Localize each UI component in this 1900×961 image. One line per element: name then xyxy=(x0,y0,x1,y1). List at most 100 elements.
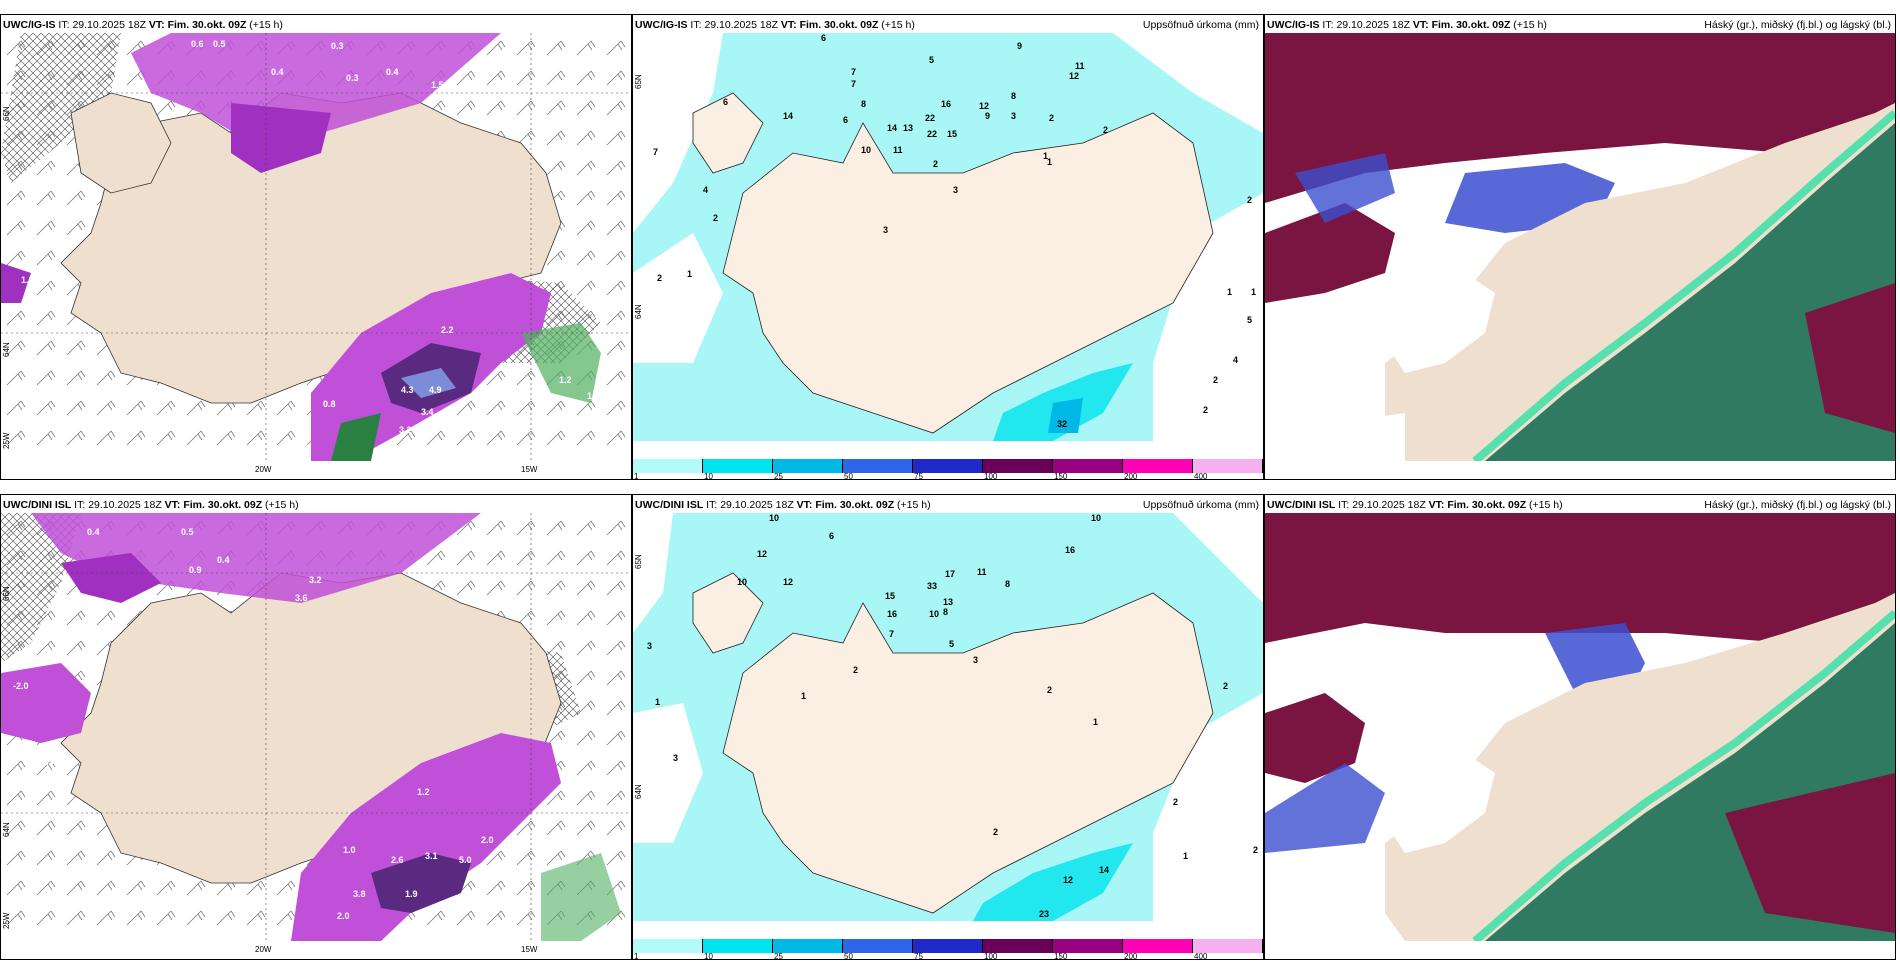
panel-variable-title: Háský (gr.), miðský (fj.bl.) og lágský (… xyxy=(1704,19,1891,31)
svg-text:1: 1 xyxy=(1043,151,1048,161)
svg-text:3.4: 3.4 xyxy=(421,407,434,417)
svg-text:6: 6 xyxy=(843,115,848,125)
svg-text:2.0: 2.0 xyxy=(337,911,350,921)
legend-swatch xyxy=(1193,459,1263,473)
svg-text:7: 7 xyxy=(851,67,856,77)
legend-swatch xyxy=(913,459,983,473)
svg-text:2: 2 xyxy=(1203,405,1208,415)
panel-r1c2: UWC/IG-IS IT: 29.10.2025 18Z VT: Fim. 30… xyxy=(632,14,1264,481)
map-wind-precip[interactable]: 0.4 0.5 0.4 0.9 3.6 3.2 -2.0 2.3 2.6 3.1… xyxy=(1,513,631,941)
svg-text:1: 1 xyxy=(655,697,660,707)
svg-text:2: 2 xyxy=(853,665,858,675)
svg-text:12: 12 xyxy=(783,577,793,587)
svg-text:16: 16 xyxy=(941,99,951,109)
svg-text:3.1: 3.1 xyxy=(425,851,438,861)
svg-text:13: 13 xyxy=(943,597,953,607)
legend-label: 200 xyxy=(1124,952,1138,961)
svg-text:1.0: 1.0 xyxy=(587,391,600,401)
svg-text:12: 12 xyxy=(1063,875,1073,885)
legend-label: 400 xyxy=(1194,952,1208,961)
map-wind-precip[interactable]: 0.6 0.5 0.4 0.3 0.3 0.4 1.5 1.0 4.3 4.9 … xyxy=(1,33,631,461)
legend-label: 1 xyxy=(634,952,639,961)
svg-text:1.5: 1.5 xyxy=(431,80,444,90)
panel-r1c1: UWC/IG-IS IT: 29.10.2025 18Z VT: Fim. 30… xyxy=(0,14,632,480)
map-accumulated-precip[interactable]: 10 6 10 16 12 12 10 33 17 11 15 16 13 10… xyxy=(633,513,1263,921)
svg-text:2.6: 2.6 xyxy=(391,855,404,865)
svg-text:8: 8 xyxy=(1011,91,1016,101)
lat-label: 66N xyxy=(2,106,11,121)
svg-text:2: 2 xyxy=(1213,375,1218,385)
svg-text:1: 1 xyxy=(1183,851,1188,861)
legend-label: 75 xyxy=(914,952,923,961)
lon-label: 20W xyxy=(255,465,272,474)
legend-label: 400 xyxy=(1194,472,1208,481)
svg-text:3.7: 3.7 xyxy=(421,419,434,429)
svg-text:2: 2 xyxy=(713,213,718,223)
svg-text:33: 33 xyxy=(927,581,937,591)
lat-label: 64N xyxy=(634,784,643,799)
svg-text:4: 4 xyxy=(1233,355,1238,365)
svg-text:4: 4 xyxy=(703,185,708,195)
svg-text:5: 5 xyxy=(929,55,934,65)
svg-text:10: 10 xyxy=(769,513,779,523)
svg-text:11: 11 xyxy=(1075,61,1085,71)
map-cloud-cover[interactable] xyxy=(1265,33,1895,461)
svg-text:1: 1 xyxy=(801,691,806,701)
svg-text:16: 16 xyxy=(1065,545,1075,555)
svg-text:2: 2 xyxy=(1049,113,1054,123)
svg-text:6: 6 xyxy=(829,531,834,541)
svg-text:3: 3 xyxy=(883,225,888,235)
svg-text:7: 7 xyxy=(889,629,894,639)
svg-text:1: 1 xyxy=(1047,157,1052,167)
legend-swatch xyxy=(1053,939,1123,953)
svg-text:0.8: 0.8 xyxy=(323,399,336,409)
map-cloud-cover[interactable] xyxy=(1265,513,1895,941)
svg-text:15: 15 xyxy=(885,591,895,601)
lat-label: 65N xyxy=(634,554,643,569)
legend-label: 50 xyxy=(844,472,853,481)
legend-label: 25 xyxy=(774,472,783,481)
svg-text:2: 2 xyxy=(1247,195,1252,205)
legend-label: 200 xyxy=(1124,472,1138,481)
svg-text:1.0: 1.0 xyxy=(21,275,34,285)
svg-text:1: 1 xyxy=(1227,287,1232,297)
svg-text:2: 2 xyxy=(1253,845,1258,855)
svg-text:1: 1 xyxy=(1093,717,1098,727)
svg-text:11: 11 xyxy=(893,145,903,155)
panel-variable-title: Uppsöfnuð úrkoma (mm) xyxy=(1142,499,1259,511)
svg-text:3: 3 xyxy=(647,641,652,651)
svg-text:3.2: 3.2 xyxy=(399,425,412,435)
svg-text:2: 2 xyxy=(1223,681,1228,691)
svg-text:8: 8 xyxy=(1005,579,1010,589)
svg-text:2.0: 2.0 xyxy=(481,835,494,845)
svg-text:3: 3 xyxy=(973,655,978,665)
svg-text:9: 9 xyxy=(1017,41,1022,51)
svg-text:6: 6 xyxy=(821,33,826,43)
svg-text:10: 10 xyxy=(737,577,747,587)
svg-text:7: 7 xyxy=(851,79,856,89)
svg-text:14: 14 xyxy=(783,111,793,121)
svg-text:1: 1 xyxy=(1251,287,1256,297)
legend-label: 75 xyxy=(914,472,923,481)
lat-label: 64N xyxy=(634,304,643,319)
svg-text:1.2: 1.2 xyxy=(417,787,430,797)
svg-text:6: 6 xyxy=(723,97,728,107)
lon-label: 25W xyxy=(2,432,11,449)
value-label: 0.6 xyxy=(191,39,204,49)
legend-label: 150 xyxy=(1054,952,1068,961)
legend-label: 100 xyxy=(984,952,998,961)
svg-text:5.0: 5.0 xyxy=(459,855,472,865)
map-accumulated-precip[interactable]: 6 5 9 7 7 8 6 12 11 14 6 10 14 13 16 22 … xyxy=(633,33,1263,441)
legend-swatch xyxy=(773,939,843,953)
legend-swatch xyxy=(843,939,913,953)
svg-text:22: 22 xyxy=(927,129,937,139)
lat-label: 64N xyxy=(2,822,11,837)
svg-text:3.8: 3.8 xyxy=(353,889,366,899)
panel-header: UWC/IG-IS IT: 29.10.2025 18Z VT: Fim. 30… xyxy=(635,19,915,31)
svg-text:2.3: 2.3 xyxy=(41,757,54,767)
svg-text:0.3: 0.3 xyxy=(346,73,359,83)
legend-label: 25 xyxy=(774,952,783,961)
legend-label: 10 xyxy=(704,472,713,481)
svg-text:12: 12 xyxy=(757,549,767,559)
lat-label: 66N xyxy=(2,586,11,601)
